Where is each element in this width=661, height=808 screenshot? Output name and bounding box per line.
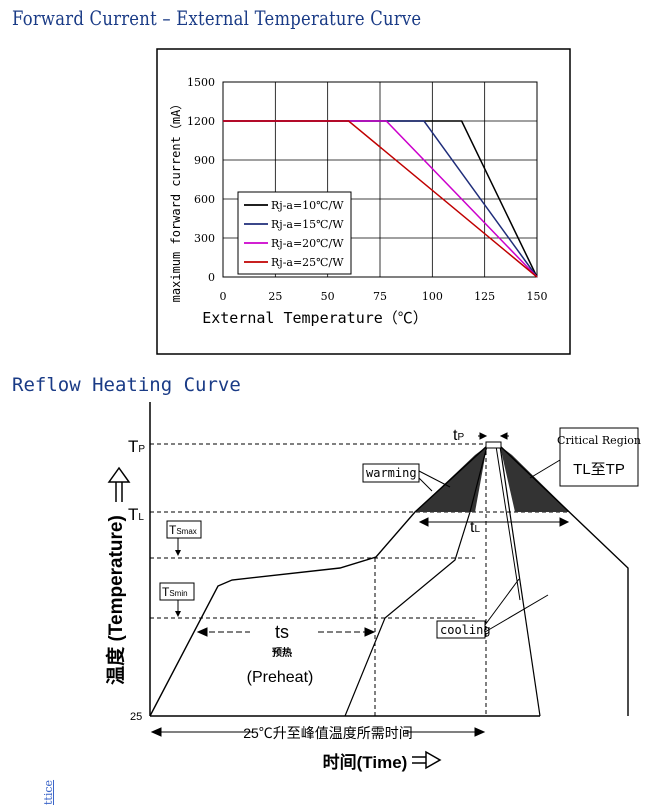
tl-time-label: tL — [470, 519, 480, 536]
critical-region-range: TL至TP — [573, 461, 625, 478]
legend-entry: Rj-a=10℃/W — [271, 199, 344, 212]
y-tick-label: 900 — [194, 154, 215, 167]
bottom-span-label: 25℃升至峰值温度所需时间 — [243, 725, 413, 741]
side-link[interactable]: ttice — [42, 779, 55, 805]
tl-level-label: TL — [128, 505, 144, 524]
y-tick-label: 0 — [208, 271, 215, 284]
x-tick-label: 0 — [220, 290, 227, 303]
preheat-cn: 预热 — [272, 646, 292, 659]
warming-label: warming — [366, 466, 417, 480]
series-line — [223, 120, 538, 278]
tsmax-label: TSmax — [169, 523, 197, 537]
legend-entry: Rj-a=20℃/W — [271, 237, 344, 250]
chart-legend: Rj-a=10℃/W Rj-a=15℃/W Rj-a=20℃/W Rj-a=25℃/W — [237, 191, 352, 275]
tl-span-arrow — [418, 517, 570, 527]
ts-label: ts — [275, 622, 289, 642]
x-axis-label: External Temperature（℃） — [202, 309, 428, 327]
peak-plateau — [485, 441, 502, 449]
y-axis-title: 温度 (Temperature) — [104, 515, 127, 685]
y-tick-label: 300 — [194, 232, 215, 245]
ts-span-arrow — [196, 627, 376, 637]
cooling-label: cooling — [440, 623, 491, 637]
x-tick-label: 50 — [321, 290, 335, 303]
tsmin-label: TSmin — [162, 585, 188, 599]
x-tick-label: 125 — [474, 290, 495, 303]
reflow-profile — [149, 445, 629, 717]
preheat-en: (Preheat) — [247, 669, 314, 686]
legend-entry: Rj-a=15℃/W — [271, 218, 344, 231]
reflow-profile-second — [344, 445, 488, 717]
svg-text:温度 (Temperature): 温度 (Temperature) — [104, 515, 127, 685]
x-tick-label: 25 — [268, 290, 282, 303]
right-arrow-icon — [412, 750, 442, 770]
t25-label: 25 — [130, 711, 142, 723]
y-axis-label: maximum forward current（mA） — [169, 98, 183, 303]
tp-arrows — [478, 432, 509, 440]
chart-title: Forward Current – External Temperature C… — [12, 6, 422, 30]
x-tick-label: 100 — [422, 290, 443, 303]
tp-time-label: tP — [453, 427, 464, 444]
reflow-title: Reflow Heating Curve — [12, 374, 241, 396]
bottom-span-arrow — [150, 727, 486, 737]
level-lines — [150, 443, 570, 716]
cooling-line — [499, 445, 541, 717]
y-tick-label: 600 — [194, 193, 215, 206]
critical-region-title: Critical Region — [557, 434, 641, 447]
x-tick-label: 75 — [373, 290, 387, 303]
chart-series — [223, 120, 538, 278]
y-tick-label: 1200 — [187, 115, 215, 128]
up-arrow-icon — [107, 466, 131, 502]
x-axis-title: 时间(Time) — [323, 752, 408, 772]
legend-entry: Rj-a=25℃/W — [271, 256, 344, 269]
cooling-line-inner — [495, 445, 521, 601]
x-tick-label: 150 — [527, 290, 548, 303]
tp-level-label: TP — [128, 437, 145, 456]
y-tick-label: 1500 — [187, 76, 215, 89]
